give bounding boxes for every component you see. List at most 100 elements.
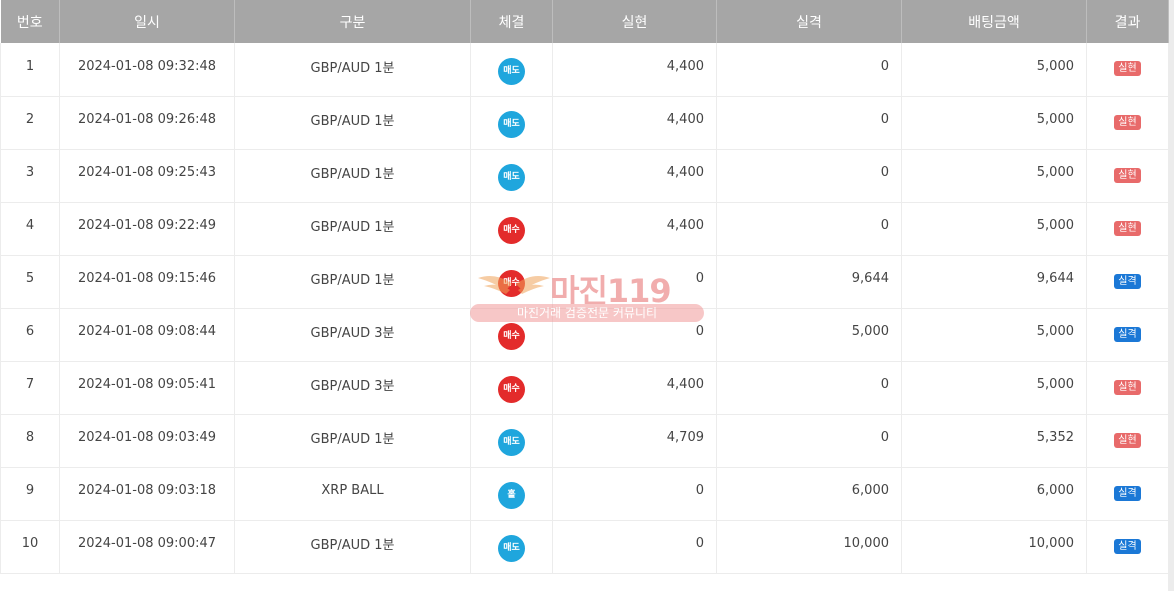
cell-result: 실현 <box>1086 202 1169 256</box>
cell-datetime-text: 2024-01-08 09:22:49 <box>77 218 217 233</box>
header-category: 구분 <box>234 0 471 43</box>
cell-datetime-text: 2024-01-08 09:03:18 <box>77 483 217 498</box>
cell-miss-text: 10,000 <box>843 536 890 551</box>
cell-bet-amount-text: 5,000 <box>1036 165 1074 180</box>
cell-no: 9 <box>0 467 60 521</box>
execution-badge: 매수 <box>498 376 525 403</box>
cell-bet-amount-text: 5,000 <box>1036 218 1074 233</box>
table-row: 4 2024-01-08 09:22:49 GBP/AUD 1분 매수 4,400 0 5,… <box>0 202 1169 256</box>
cell-bet-amount-text: 5,000 <box>1036 58 1074 74</box>
cell-execution: 매도 <box>470 43 553 97</box>
cell-miss: 0 <box>716 96 902 150</box>
cell-datetime-text: 2024-01-08 09:32:48 <box>77 58 217 74</box>
execution-badge: 매도 <box>498 111 525 138</box>
cell-category-text: XRP BALL <box>321 483 384 498</box>
cell-no: 2 <box>0 96 60 150</box>
cell-no-text: 2 <box>25 112 35 127</box>
scrollbar-track[interactable] <box>1168 0 1174 591</box>
table-row: 7 2024-01-08 09:05:41 GBP/AUD 3분 매수 4,400 0 5,… <box>0 361 1169 415</box>
cell-miss: 10,000 <box>716 520 902 574</box>
cell-category-text: GBP/AUD 1분 <box>310 220 395 235</box>
cell-bet-amount: 6,000 <box>901 467 1087 521</box>
cell-category: GBP/AUD 3분 <box>234 361 471 415</box>
cell-category: GBP/AUD 1분 <box>234 255 471 309</box>
cell-miss: 9,644 <box>716 255 902 309</box>
cell-category: GBP/AUD 1분 <box>234 520 471 574</box>
cell-realized: 4,709 <box>552 414 717 468</box>
cell-execution: 매도 <box>470 96 553 150</box>
cell-execution: 매수 <box>470 255 553 309</box>
cell-realized: 0 <box>552 255 717 309</box>
cell-realized: 4,400 <box>552 96 717 150</box>
result-badge: 실격 <box>1114 485 1141 501</box>
cell-datetime: 2024-01-08 09:00:47 <box>59 520 235 574</box>
cell-datetime: 2024-01-08 09:08:44 <box>59 308 235 362</box>
cell-bet-amount: 5,000 <box>901 96 1087 150</box>
result-badge: 실격 <box>1114 538 1141 554</box>
cell-miss-text: 5,000 <box>851 324 889 339</box>
cell-datetime-text: 2024-01-08 09:05:41 <box>77 377 217 392</box>
cell-result: 실현 <box>1086 361 1169 415</box>
cell-no: 10 <box>0 520 60 574</box>
table-row: 5 2024-01-08 09:15:46 GBP/AUD 1분 매수 0 9,644 9,… <box>0 255 1169 309</box>
cell-category-text: GBP/AUD 1분 <box>310 432 395 447</box>
cell-datetime: 2024-01-08 09:05:41 <box>59 361 235 415</box>
execution-badge: 매수 <box>498 217 525 244</box>
cell-realized: 4,400 <box>552 43 717 97</box>
table-row: 1 2024-01-08 09:32:48 GBP/AUD 1분 매도 4,400 0 5,… <box>0 43 1169 97</box>
header-miss: 실격 <box>716 0 902 43</box>
cell-category: GBP/AUD 1분 <box>234 414 471 468</box>
header-result: 결과 <box>1086 0 1169 43</box>
table-row: 3 2024-01-08 09:25:43 GBP/AUD 1분 매도 4,400 0 5,… <box>0 149 1169 203</box>
cell-category: GBP/AUD 1분 <box>234 43 471 97</box>
cell-category: GBP/AUD 1분 <box>234 202 471 256</box>
cell-datetime-text: 2024-01-08 09:00:47 <box>77 536 217 551</box>
bet-history-table: 번호 일시 구분 체결 실현 실격 배팅금액 결과 1 2024-01-08 09… <box>0 0 1169 574</box>
cell-miss-text: 0 <box>880 430 889 445</box>
cell-realized: 4,400 <box>552 149 717 203</box>
cell-no-text: 5 <box>25 271 35 286</box>
table-row: 2 2024-01-08 09:26:48 GBP/AUD 1분 매도 4,400 0 5,… <box>0 96 1169 150</box>
cell-result: 실현 <box>1086 414 1169 468</box>
cell-execution: 매수 <box>470 308 553 362</box>
cell-bet-amount-text: 5,000 <box>1036 112 1074 127</box>
cell-no-text: 8 <box>25 430 35 445</box>
cell-no-text: 6 <box>25 324 35 339</box>
cell-no-text: 10 <box>21 536 39 551</box>
cell-miss-text: 0 <box>880 218 889 233</box>
cell-bet-amount: 5,000 <box>901 308 1087 362</box>
result-badge: 실현 <box>1114 379 1141 395</box>
cell-bet-amount: 5,352 <box>901 414 1087 468</box>
cell-miss: 0 <box>716 202 902 256</box>
cell-bet-amount: 5,000 <box>901 202 1087 256</box>
cell-bet-amount-text: 5,000 <box>1036 324 1074 339</box>
cell-bet-amount: 5,000 <box>901 43 1087 97</box>
cell-bet-amount: 5,000 <box>901 361 1087 415</box>
cell-no: 6 <box>0 308 60 362</box>
cell-realized-text: 0 <box>695 536 704 551</box>
cell-bet-amount-text: 10,000 <box>1028 536 1075 551</box>
cell-execution: 홀 <box>470 467 553 521</box>
table-header-row: 번호 일시 구분 체결 실현 실격 배팅금액 결과 <box>0 0 1169 43</box>
header-execution: 체결 <box>470 0 553 43</box>
table-row: 8 2024-01-08 09:03:49 GBP/AUD 1분 매도 4,709 0 5,… <box>0 414 1169 468</box>
cell-execution: 매도 <box>470 414 553 468</box>
result-badge: 실현 <box>1114 220 1141 236</box>
execution-badge: 매수 <box>498 323 525 350</box>
cell-miss: 6,000 <box>716 467 902 521</box>
cell-category-text: GBP/AUD 3분 <box>310 326 395 341</box>
cell-category-text: GBP/AUD 1분 <box>310 114 395 129</box>
cell-no-text: 4 <box>25 218 35 233</box>
cell-realized: 0 <box>552 467 717 521</box>
cell-datetime-text: 2024-01-08 09:08:44 <box>77 324 217 339</box>
cell-realized-text: 4,400 <box>666 112 704 127</box>
execution-badge: 매도 <box>498 164 525 191</box>
cell-no-text: 7 <box>25 377 35 392</box>
cell-datetime: 2024-01-08 09:03:18 <box>59 467 235 521</box>
cell-datetime-text: 2024-01-08 09:25:43 <box>77 165 217 180</box>
cell-miss-text: 6,000 <box>851 483 889 498</box>
cell-realized-text: 4,400 <box>666 165 704 180</box>
cell-realized: 0 <box>552 308 717 362</box>
cell-realized-text: 4,400 <box>666 218 704 233</box>
cell-miss: 0 <box>716 414 902 468</box>
